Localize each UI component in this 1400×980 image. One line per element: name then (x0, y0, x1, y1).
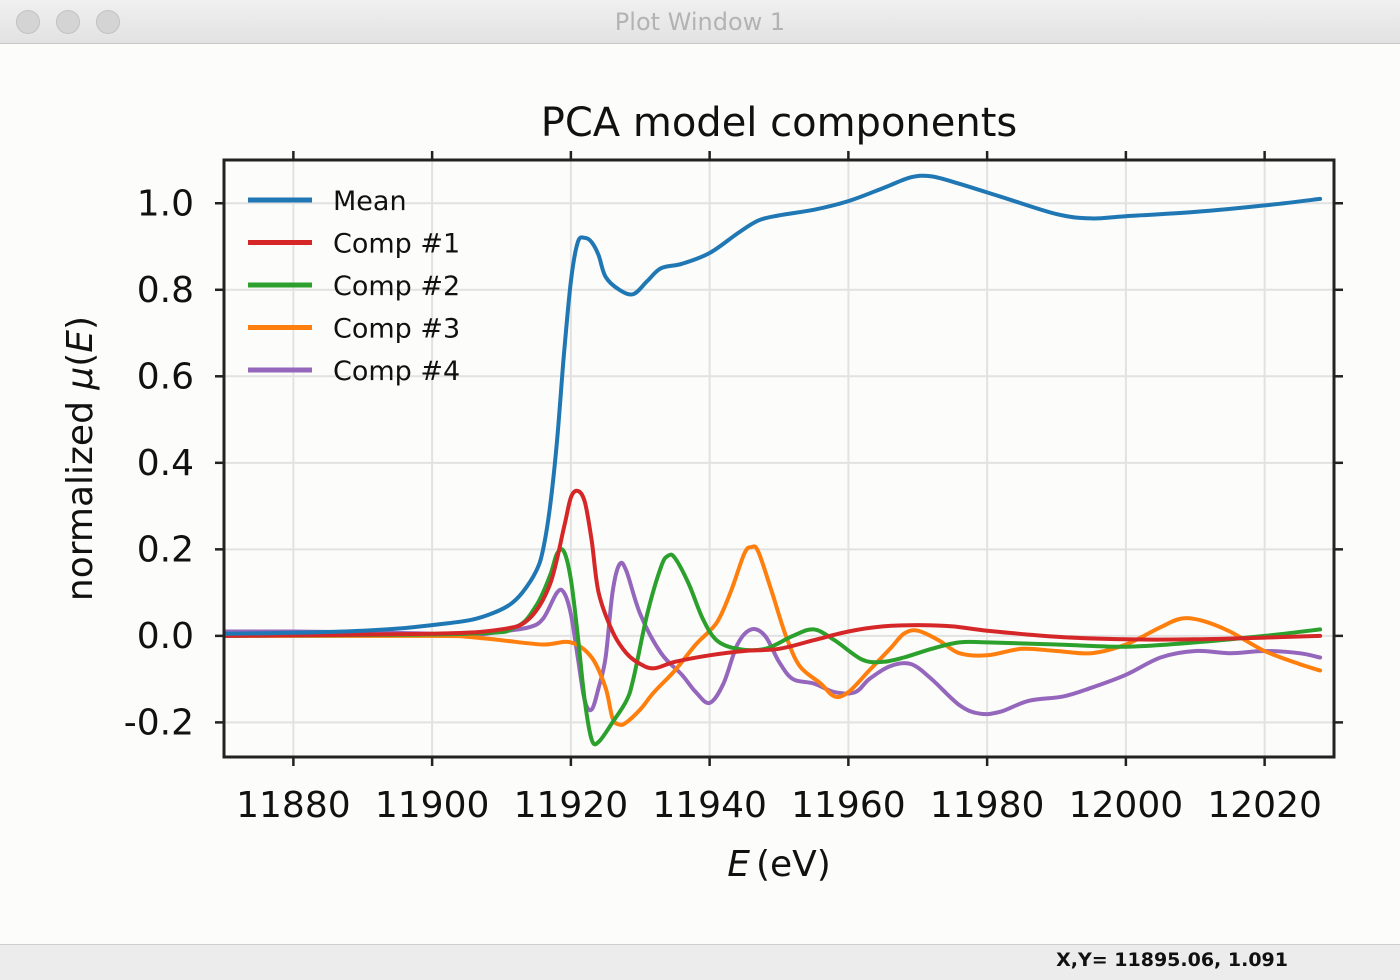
x-tick-label: 12020 (1207, 785, 1322, 826)
zoom-window-button[interactable] (96, 10, 120, 34)
series-line-comp-1 (224, 488, 1323, 671)
plot-canvas[interactable]: 11880 11900 11920 11940 11960 11980 12000 12020… (0, 44, 1400, 944)
x-axis-label-unit: (eV) (756, 844, 831, 885)
window-titlebar: Plot Window 1 (0, 0, 1400, 44)
y-axis-label-paren-open: ( (60, 353, 101, 367)
legend-label-comp-1: Comp #1 (333, 229, 460, 260)
y-tick-label: 0.6 (137, 356, 194, 397)
y-axis-label-mu: μ (60, 367, 101, 391)
y-tick-label: -0.2 (124, 702, 194, 743)
chart-title: PCA model components (541, 100, 1018, 146)
y-tick-label: 0.4 (137, 443, 194, 484)
chart-grid (224, 160, 1334, 757)
x-tick-label: 12000 (1069, 785, 1184, 826)
x-tick-label: 11880 (236, 785, 351, 826)
legend-label-comp-2: Comp #2 (333, 271, 460, 302)
series-group (224, 173, 1323, 747)
y-axis-label: normalized μ(E) (60, 316, 101, 601)
y-tick-label: 0.2 (137, 529, 194, 570)
x-axis-label: E (eV) (727, 844, 831, 885)
minimize-window-button[interactable] (56, 10, 80, 34)
y-axis-label-energy: E (60, 330, 101, 353)
y-axis-label-prefix: normalized (60, 390, 101, 601)
x-tick-label: 11900 (375, 785, 490, 826)
pca-line-chart: 11880 11900 11920 11940 11960 11980 12000 12020… (60, 100, 1343, 885)
legend-label-comp-4: Comp #4 (333, 356, 460, 387)
y-tick-label: 0.0 (137, 616, 194, 657)
x-tick-label: 11980 (930, 785, 1045, 826)
axes-background (224, 160, 1334, 757)
legend-label-comp-3: Comp #3 (333, 314, 460, 345)
legend-label-mean: Mean (333, 186, 407, 217)
window-title: Plot Window 1 (614, 8, 786, 36)
x-tick-label: 11940 (652, 785, 767, 826)
y-axis-label-paren-close: ) (60, 316, 101, 330)
status-bar: X,Y= 11895.06, 1.091 (0, 944, 1400, 980)
chart-legend: Mean Comp #1 Comp #2 Comp #3 Comp #4 (248, 186, 460, 387)
y-tick-label: 1.0 (137, 183, 194, 224)
x-tick-label: 11920 (514, 785, 629, 826)
x-tick-label: 11960 (791, 785, 906, 826)
close-window-button[interactable] (16, 10, 40, 34)
series-line-comp-4 (224, 560, 1323, 717)
axes-frame (222, 158, 1336, 759)
x-axis-label-symbol: E (727, 844, 750, 885)
cursor-coordinates: X,Y= 11895.06, 1.091 (1056, 949, 1288, 971)
y-tick-label: 0.8 (137, 270, 194, 311)
axis-ticks: 11880 11900 11920 11940 11960 11980 12000 12020… (124, 151, 1343, 826)
series-line-mean (224, 173, 1323, 636)
